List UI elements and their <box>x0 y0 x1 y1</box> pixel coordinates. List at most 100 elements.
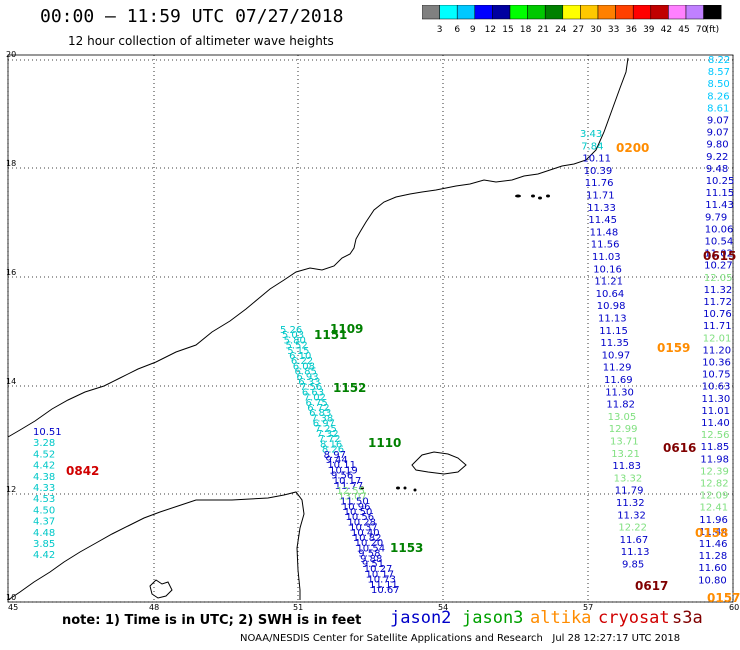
wave-height-value: 11.03 <box>592 252 621 263</box>
colorbar-tick-label: 21 <box>537 25 548 35</box>
wave-height-value: 10.76 <box>703 309 732 320</box>
pass-time-label: 1153 <box>390 541 423 555</box>
wave-height-value: 10.11 <box>582 154 611 165</box>
legend-note: note: 1) Time is in UTC; 2) SWH is in fe… <box>62 613 362 628</box>
wave-height-value: 11.32 <box>617 510 646 521</box>
islet <box>413 488 417 492</box>
latitude-tick-label: 16 <box>6 268 16 277</box>
wave-height-value: 12.39 <box>700 466 729 477</box>
wave-height-value: 11.96 <box>699 515 728 526</box>
wave-height-value: 13.05 <box>608 412 637 423</box>
wave-height-value: 12.55 <box>336 486 365 497</box>
wave-height-value: 4.38 <box>33 472 55 483</box>
wave-height-value: 11.71 <box>703 321 732 332</box>
wave-height-value: 8.26 <box>707 91 729 102</box>
latitude-tick-label: 18 <box>6 159 16 168</box>
wave-height-value: 10.80 <box>698 575 727 586</box>
pass-time-label: 0616 <box>663 441 696 455</box>
wave-height-value: 10.16 <box>593 264 622 275</box>
wave-height-value: 13.07 <box>338 491 367 502</box>
wave-height-value: 12.41 <box>699 503 728 514</box>
north-coastline <box>7 57 629 438</box>
wave-height-value: 10.06 <box>705 224 734 235</box>
wave-height-value: 10.37 <box>349 523 378 534</box>
longitude-tick-label: 57 <box>583 603 593 610</box>
map-frame <box>7 54 734 603</box>
legend-s3a: s3a <box>672 608 703 628</box>
wave-height-value: 9.79 <box>705 212 727 223</box>
islet <box>403 486 407 490</box>
wave-height-value: 11.48 <box>590 227 619 238</box>
wave-height-value: 11.35 <box>600 338 629 349</box>
wave-height-value: 12.01 <box>703 333 732 344</box>
wave-height-value: 10.56 <box>346 512 375 523</box>
colorbar-tick-label: 45 <box>678 25 689 35</box>
wave-height-value: 9.07 <box>707 128 729 139</box>
delta-outline <box>149 579 173 599</box>
wave-height-value: 11.77 <box>335 481 364 492</box>
wave-height-value: 5.80 <box>284 335 306 346</box>
wave-height-colorbar: 3 6 9 12 15 18 21 24 27 30 33 36 39 42 45 70(ft) <box>422 5 722 35</box>
wave-height-value: 12.09 <box>700 491 729 502</box>
pass-time-label: 1110 <box>368 436 401 450</box>
legend-jason3: jason3 <box>462 608 524 628</box>
wave-height-value: 11.01 <box>701 406 730 417</box>
wave-height-value: 10.75 <box>702 370 731 381</box>
south-coastline <box>7 491 305 601</box>
colorbar-tick-label: 6 <box>454 25 460 35</box>
wave-height-value: 11.79 <box>615 486 644 497</box>
pass-time-label: 1109 <box>330 322 363 336</box>
legend-cryosat: cryosat <box>598 608 670 628</box>
latitude-tick-label: 14 <box>6 377 16 386</box>
wave-height-value: 11.13 <box>598 314 627 325</box>
wave-height-value: 11.13 <box>621 547 650 558</box>
islet <box>546 194 550 198</box>
wave-height-value: 10.27 <box>704 261 733 272</box>
wave-height-value: 12.56 <box>701 430 730 441</box>
wave-height-value: 10.82 <box>353 533 382 544</box>
wave-height-value: 11.43 <box>705 200 734 211</box>
latitude-tick-label: 20 <box>6 50 16 59</box>
wave-height-value: 12.22 <box>618 523 647 534</box>
wave-height-value: 5.26 <box>280 325 302 336</box>
pass-time-label: 0159 <box>657 341 690 355</box>
colorbar-tick-label: 39 <box>643 25 655 35</box>
wave-height-value: 11.56 <box>591 240 620 251</box>
satellite-legend: note: 1) Time is in UTC; 2) SWH is in fe… <box>0 608 740 632</box>
wave-height-value: 4.53 <box>33 494 55 505</box>
colorbar-tick-label: 27 <box>573 25 584 35</box>
islet <box>538 196 542 200</box>
wave-height-value: 4.37 <box>33 517 55 528</box>
wave-height-value: 9.22 <box>706 152 728 163</box>
wave-height-value: 10.97 <box>602 350 631 361</box>
wave-height-value: 10.27 <box>364 564 393 575</box>
wave-height-value: 12.05 <box>704 273 733 284</box>
wave-height-value: 10.11 <box>327 460 356 471</box>
wave-height-value: 10.96 <box>342 502 371 513</box>
lat-lon-grid <box>7 54 734 603</box>
wave-height-value: 10.39 <box>584 166 613 177</box>
wave-height-value: 11.21 <box>594 277 623 288</box>
wave-height-value: 11.20 <box>702 345 731 356</box>
wave-height-value: 10.64 <box>596 289 625 300</box>
wave-height-value: 6.83 <box>309 408 331 419</box>
wave-height-value: 11.46 <box>699 539 728 550</box>
wave-height-value: 10.51 <box>33 427 62 438</box>
wave-height-value: 8.26 <box>322 445 344 456</box>
colorbar-tick-label: 24 <box>555 25 567 35</box>
wave-height-value: 8.50 <box>708 79 730 90</box>
wave-height-value: 4.42 <box>33 550 55 561</box>
wave-height-value: 11.45 <box>588 215 617 226</box>
pass-time-label: 0157 <box>707 591 740 605</box>
wave-height-value: 10.54 <box>705 237 734 248</box>
wave-height-value: 11.15 <box>705 188 734 199</box>
wave-height-value: 6.22 <box>291 356 313 367</box>
wave-height-value: 11.98 <box>700 454 729 465</box>
pass-time-label: 0615 <box>703 249 736 263</box>
colorbar-tick-label: 70 <box>696 25 708 35</box>
wave-height-value: 12.99 <box>609 424 638 435</box>
wave-height-value: 9.44 <box>326 455 348 466</box>
wave-height-value: 13.21 <box>611 449 640 460</box>
